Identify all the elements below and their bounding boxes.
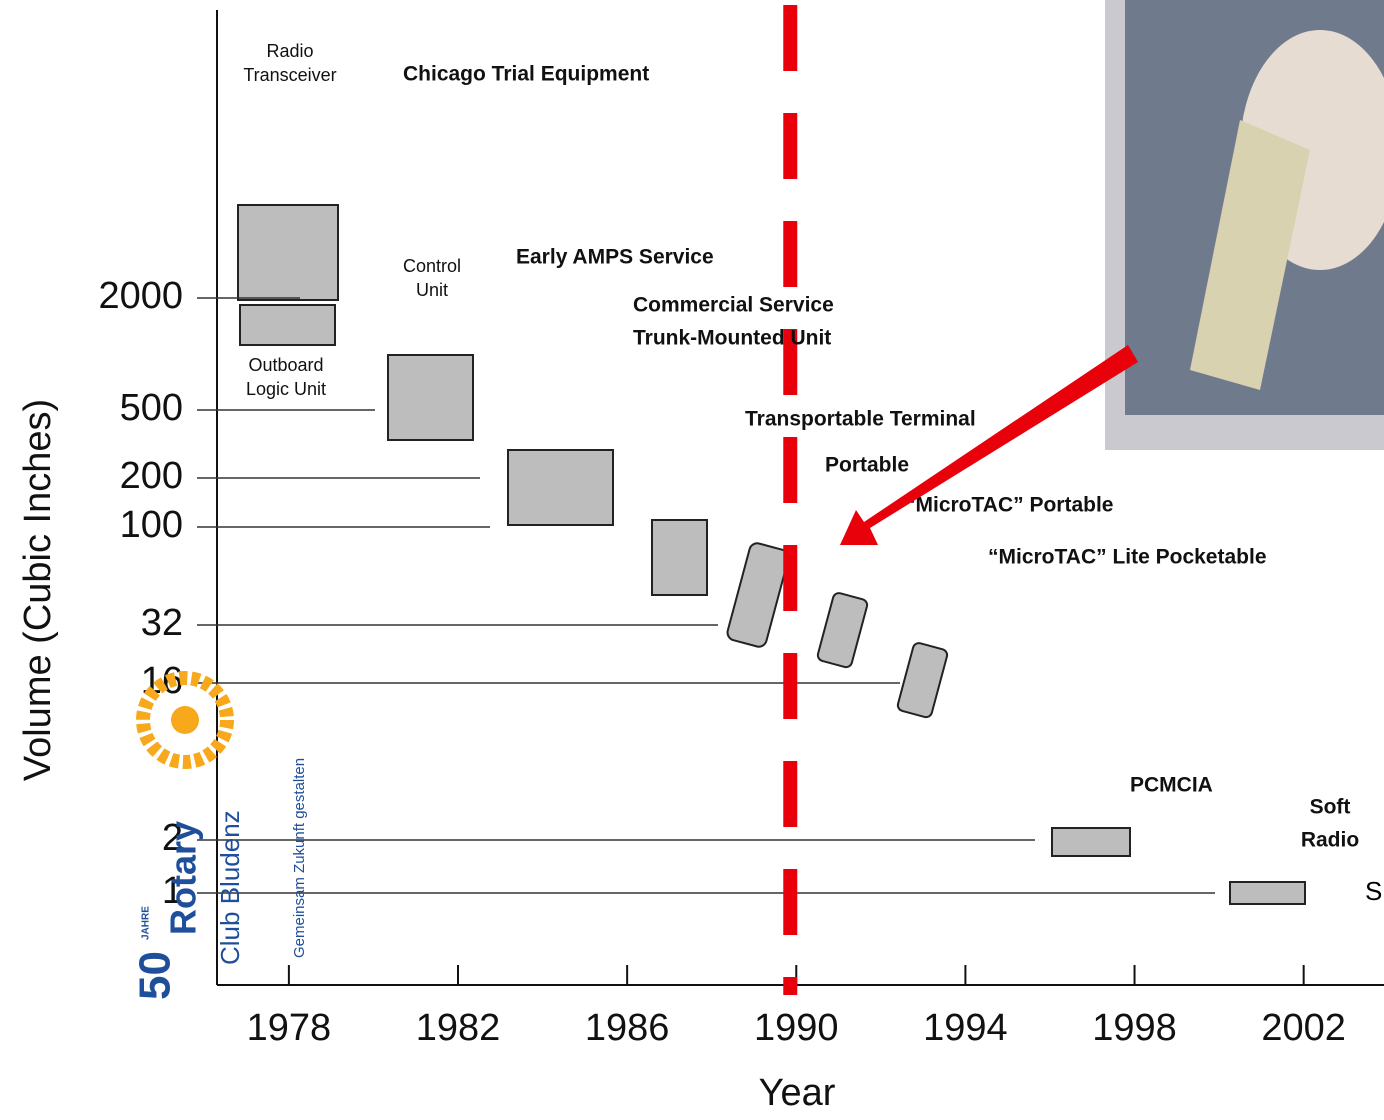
annotation: Unit bbox=[416, 280, 448, 300]
y-tick-label: 500 bbox=[120, 387, 183, 429]
x-tick-label: 1998 bbox=[1092, 1007, 1177, 1049]
x-tick-label: 1994 bbox=[923, 1007, 1008, 1049]
annotation: Logic Unit bbox=[246, 379, 326, 399]
annotation: Control bbox=[403, 256, 461, 276]
annotation: Transceiver bbox=[243, 65, 336, 85]
annotation: Commercial Service bbox=[633, 294, 834, 317]
annotation: Portable bbox=[825, 454, 909, 477]
photo-phone bbox=[1190, 120, 1310, 390]
annotation: Chicago Trial Equipment bbox=[403, 63, 649, 86]
y-tick-label: 2 bbox=[162, 817, 183, 859]
logo-sup: JAHRE bbox=[141, 906, 152, 940]
devices bbox=[237, 204, 1306, 905]
logo-club: Club Bludenz bbox=[215, 810, 245, 965]
y-tick-label: 32 bbox=[141, 602, 183, 644]
annotation: Trunk-Mounted Unit bbox=[633, 327, 831, 350]
y-tick-label: 1 bbox=[162, 870, 183, 912]
annotation: Radio bbox=[1301, 829, 1359, 852]
logo-wheel bbox=[136, 671, 234, 769]
y-tick-label: 2000 bbox=[98, 275, 183, 317]
annotation: PCMCIA bbox=[1130, 774, 1213, 797]
logo-number: 50 bbox=[131, 951, 180, 1000]
annotation: Outboard bbox=[248, 355, 323, 375]
x-tick-label: 2002 bbox=[1261, 1007, 1346, 1049]
y-axis-title: Volume (Cubic Inches) bbox=[17, 399, 59, 781]
logo-name: Rotary bbox=[163, 821, 204, 935]
annotation: Soft bbox=[1310, 796, 1351, 819]
x-tick-label: 1982 bbox=[416, 1007, 501, 1049]
annotation: “MicroTAC” Lite Pocketable bbox=[988, 546, 1267, 569]
y-tick-label: 100 bbox=[120, 504, 183, 546]
x-tick-label: 1986 bbox=[585, 1007, 670, 1049]
annotation: Early AMPS Service bbox=[516, 246, 714, 269]
annotation: Radio bbox=[266, 41, 313, 61]
x-tick-label: 1978 bbox=[247, 1007, 332, 1049]
logo-motto: Gemeinsam Zukunft gestalten bbox=[291, 758, 308, 958]
annotation: Transportable Terminal bbox=[745, 408, 976, 431]
annotation: “MicroTAC” Portable bbox=[905, 494, 1113, 517]
side-note: S bbox=[1365, 876, 1382, 906]
x-axis-title: Year bbox=[759, 1072, 836, 1114]
y-tick-label: 200 bbox=[120, 455, 183, 497]
logo-hub bbox=[171, 706, 199, 734]
pointer-arrow bbox=[840, 345, 1138, 545]
x-tick-label: 1990 bbox=[754, 1007, 839, 1049]
logo: 50 JAHRE Rotary Club Bludenz Gemeinsam Z… bbox=[131, 671, 308, 1000]
